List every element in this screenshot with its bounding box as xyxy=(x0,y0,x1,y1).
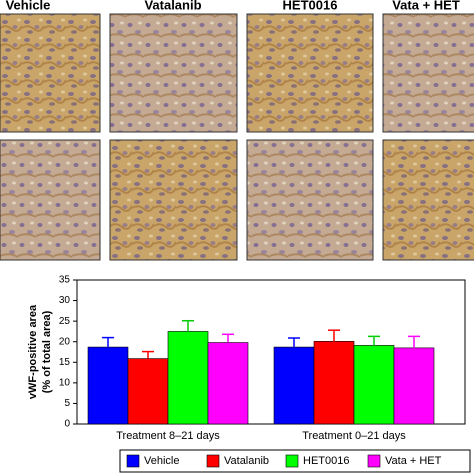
panel-label: Vata + HET xyxy=(392,0,460,12)
bar xyxy=(127,358,169,425)
micrograph xyxy=(0,13,101,133)
plot-frame xyxy=(76,279,466,425)
micrograph xyxy=(246,13,374,133)
y-axis-label: (% of total area) xyxy=(41,310,53,393)
y-tick-label: 35 xyxy=(59,275,71,286)
legend-label: Vehicle xyxy=(144,455,179,467)
micrograph xyxy=(109,139,238,261)
y-tick-label: 5 xyxy=(64,398,70,409)
micrograph xyxy=(0,139,101,261)
bar xyxy=(207,342,249,425)
bar xyxy=(353,345,395,425)
bar xyxy=(393,347,435,425)
panel-label: Vatalanib xyxy=(144,0,201,12)
legend-label: HET0016 xyxy=(303,455,349,467)
y-tick-label: 0 xyxy=(64,419,70,430)
legend-swatch xyxy=(285,454,299,468)
y-tick-label: 25 xyxy=(59,316,71,327)
y-tick-label: 20 xyxy=(59,336,71,347)
legend-label: Vata + HET xyxy=(385,455,442,467)
bar xyxy=(87,346,129,425)
panel-label: HET0016 xyxy=(283,0,338,12)
legend-swatch xyxy=(367,454,381,468)
micrograph xyxy=(382,139,474,261)
bar xyxy=(313,341,355,425)
y-axis-label: vWF-positive area xyxy=(27,304,39,399)
y-tick-label: 30 xyxy=(59,295,71,306)
y-tick-label: 15 xyxy=(59,357,71,368)
micrograph xyxy=(382,13,474,133)
micrographs xyxy=(0,13,474,261)
legend-label: Vatalanib xyxy=(224,455,269,467)
legend-swatch xyxy=(206,454,220,468)
bar xyxy=(167,331,209,425)
y-tick-label: 10 xyxy=(59,377,71,388)
panel-label: Vehicle xyxy=(6,0,51,12)
x-tick-label: Treatment 8–21 days xyxy=(116,430,220,442)
x-tick-label: Treatment 0–21 days xyxy=(302,430,406,442)
micrograph xyxy=(246,139,374,261)
micrograph xyxy=(109,13,238,133)
bar xyxy=(273,346,315,425)
legend-swatch xyxy=(126,454,140,468)
